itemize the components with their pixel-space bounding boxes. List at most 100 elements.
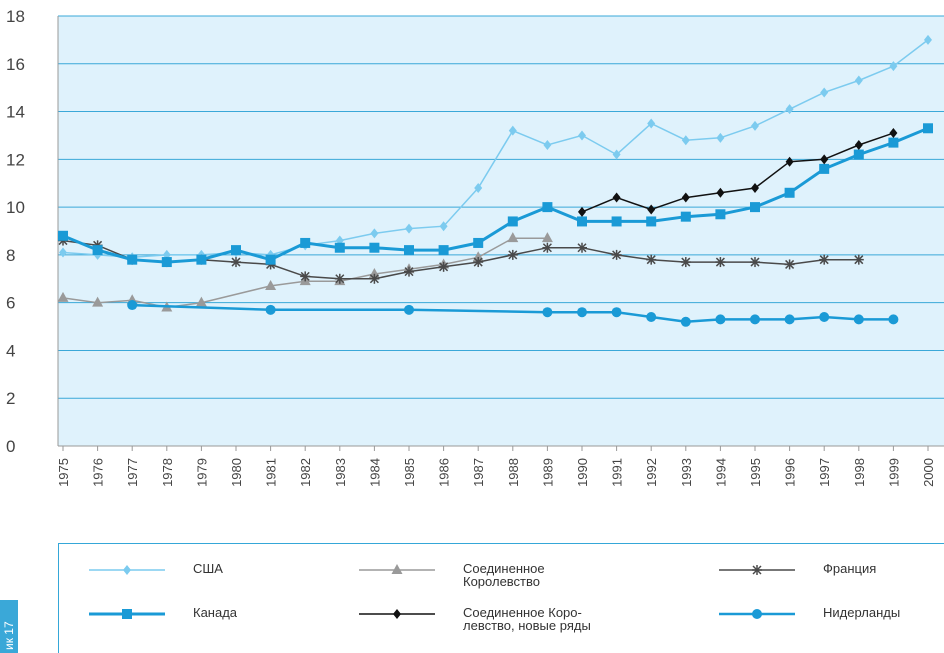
data-point [92, 245, 103, 256]
data-point [853, 254, 864, 265]
series-3 [58, 235, 864, 284]
data-point [646, 312, 657, 322]
series-2 [57, 232, 553, 312]
data-point [58, 230, 68, 241]
x-tick-label: 1976 [91, 458, 106, 487]
x-tick-label: 1986 [437, 458, 452, 487]
data-point [404, 245, 414, 256]
data-point [508, 125, 517, 136]
data-point [819, 254, 830, 265]
data-point [923, 123, 933, 134]
data-point [265, 279, 277, 290]
data-point [370, 228, 379, 239]
data-point [611, 216, 622, 227]
data-point [681, 135, 690, 146]
data-point [680, 316, 691, 327]
data-point [680, 257, 691, 268]
data-point [715, 314, 726, 325]
data-point [784, 314, 795, 325]
x-tick-label: 1991 [610, 458, 625, 487]
data-point [542, 242, 553, 253]
x-tick-label: 1990 [575, 458, 590, 487]
data-point [750, 202, 760, 213]
y-tick-label: 16 [6, 55, 25, 74]
data-point [196, 254, 207, 265]
data-point [439, 221, 448, 232]
y-tick-label: 4 [6, 341, 15, 360]
data-point [819, 163, 830, 174]
data-point [404, 304, 414, 315]
legend-swatch [89, 565, 165, 575]
x-tick-label: 1992 [644, 458, 659, 487]
data-point [300, 271, 311, 282]
legend-label: Соединенное Королевство [463, 561, 545, 589]
data-point [854, 140, 863, 150]
legend-label: США [193, 561, 223, 576]
data-point [646, 216, 657, 227]
x-tick-label: 1987 [471, 458, 486, 487]
legend-label: Канада [193, 605, 238, 620]
data-point [122, 609, 132, 619]
legend-label: Соединенное Коро- левство, новые ряды [463, 605, 591, 633]
data-point [819, 312, 830, 322]
legend-swatch [719, 609, 795, 619]
data-point [647, 204, 656, 215]
data-point [785, 156, 794, 167]
data-point [542, 307, 553, 318]
data-point [123, 565, 131, 575]
x-tick-label: 1981 [264, 458, 279, 487]
legend-item: Франция [719, 562, 944, 592]
y-tick-label: 14 [6, 103, 25, 122]
x-tick-label: 1982 [298, 458, 313, 487]
legend-swatch [359, 609, 435, 619]
legend-item: Соединенное Коро- левство, новые ряды [359, 606, 599, 636]
legend-item: Канада [89, 606, 329, 636]
data-point [473, 237, 484, 248]
legend-swatch [359, 564, 435, 574]
data-point [784, 259, 795, 270]
legend-item: Нидерланды [719, 606, 944, 636]
data-point [369, 242, 380, 253]
data-point [646, 254, 657, 265]
data-point [473, 257, 484, 268]
x-tick-label: 1983 [333, 458, 348, 487]
data-point [853, 149, 864, 160]
y-tick-label: 2 [6, 389, 15, 408]
legend-item: Соединенное Королевство [359, 562, 599, 592]
legend-swatch [719, 565, 795, 575]
data-point [405, 223, 413, 234]
data-point [195, 296, 207, 307]
data-point [889, 128, 898, 139]
y-tick-label: 8 [6, 246, 15, 265]
data-point [854, 75, 863, 86]
x-tick-label: 2000 [921, 458, 936, 487]
series-line [62, 39, 929, 259]
y-tick-label: 0 [6, 437, 15, 456]
plot-area [58, 16, 944, 446]
data-point [715, 209, 726, 220]
legend: США Соединенное Королевство Франция Канада С… [58, 543, 944, 653]
data-point [611, 307, 622, 318]
data-point [541, 232, 553, 243]
series-5 [578, 128, 898, 217]
data-point [404, 266, 414, 277]
data-point [231, 245, 241, 256]
figure-tab: ик 17 [0, 600, 18, 653]
data-point [612, 192, 621, 203]
data-point [59, 247, 67, 258]
data-point [577, 216, 587, 227]
x-tick-label: 1994 [713, 458, 728, 487]
x-tick-label: 1999 [886, 458, 901, 487]
data-point [750, 257, 760, 268]
x-tick-label: 1975 [56, 458, 71, 487]
legend-item: США [89, 562, 329, 592]
series-line [581, 132, 894, 213]
data-point [750, 314, 760, 325]
x-tick-label: 1995 [748, 458, 763, 487]
y-tick-label: 6 [6, 294, 15, 313]
data-point [543, 140, 552, 150]
x-tick-label: 1997 [817, 458, 832, 487]
data-point [507, 232, 519, 243]
data-point [369, 273, 380, 284]
data-point [681, 192, 690, 203]
